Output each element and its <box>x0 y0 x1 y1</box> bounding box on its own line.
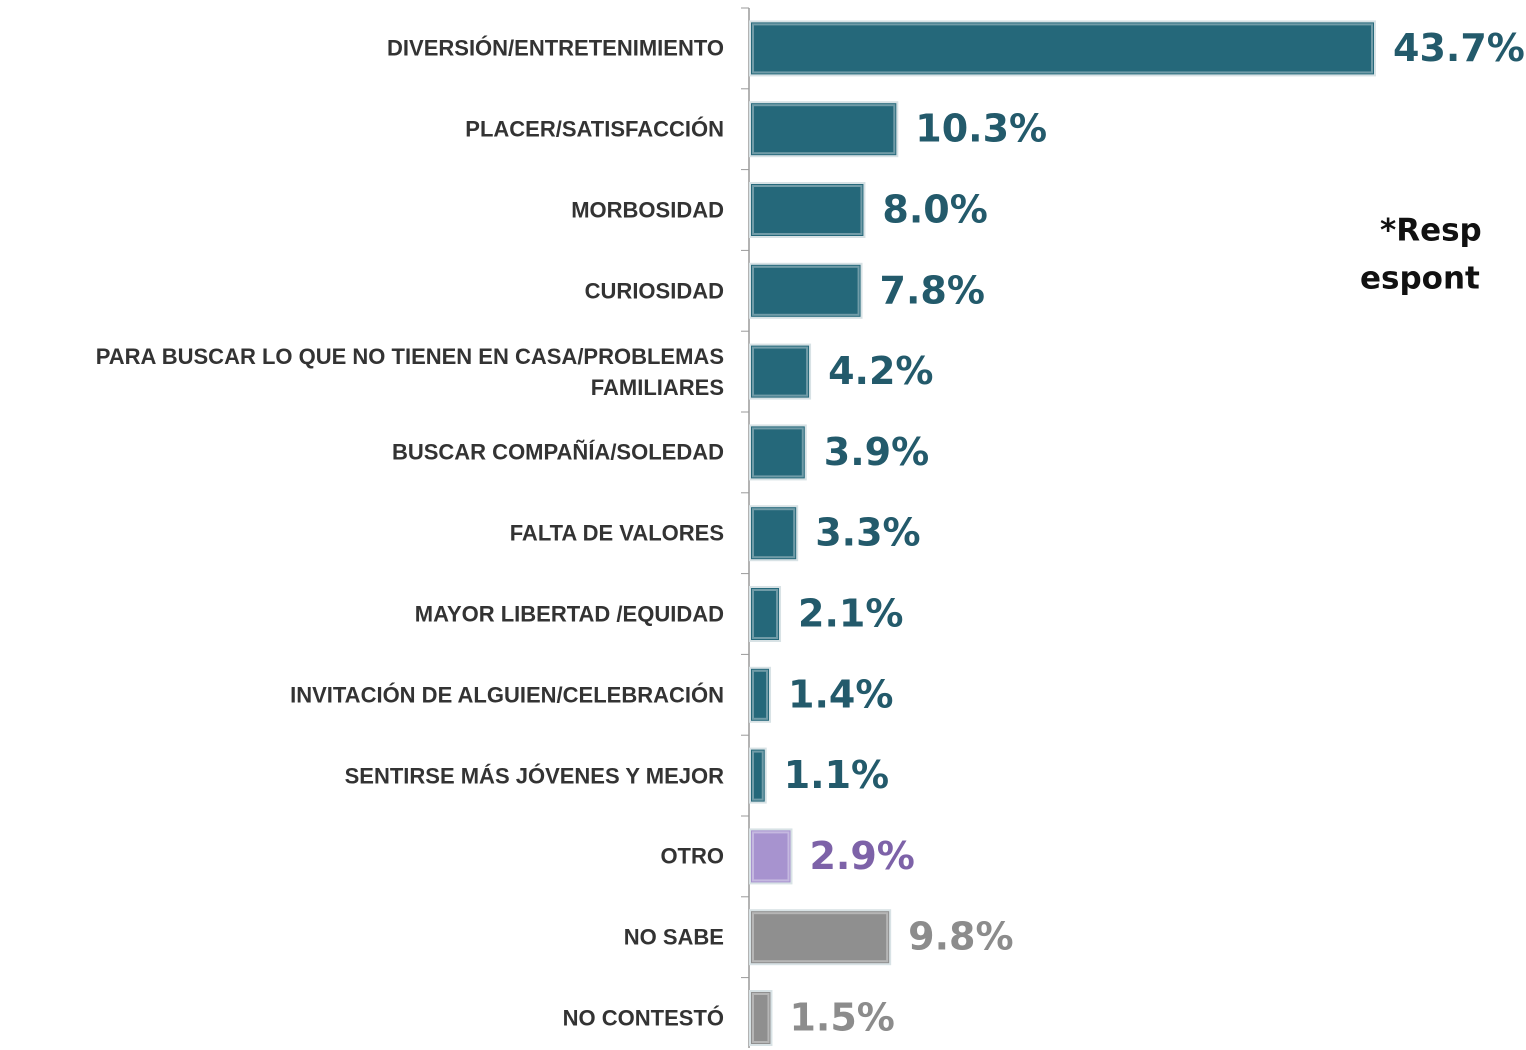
bar-bevel <box>752 104 896 155</box>
category-label: MAYOR LIBERTAD /EQUIDAD <box>414 601 724 627</box>
value-label: 1.4% <box>788 672 893 716</box>
bar <box>749 424 807 481</box>
category-label: NO SABE <box>623 924 724 950</box>
category-label: MORBOSIDAD <box>571 197 724 223</box>
bar-bevel <box>752 427 804 478</box>
category-label: SENTIRSE MÁS JÓVENES Y MEJOR <box>344 763 724 789</box>
value-label: 1.5% <box>789 996 894 1040</box>
category-label: BUSCAR COMPAÑÍA/SOLEDAD <box>391 439 724 465</box>
bar-bevel <box>752 346 809 397</box>
value-label: 2.1% <box>798 592 903 636</box>
category-label: INVITACIÓN DE ALGUIEN/CELEBRACIÓN <box>290 682 724 708</box>
bar-bevel <box>752 589 779 639</box>
bar-bevel <box>752 669 769 720</box>
bar <box>749 262 863 319</box>
value-label: 4.2% <box>828 349 933 393</box>
category-label: NO CONTESTÓ <box>562 1005 724 1031</box>
bar-bevel <box>752 265 860 316</box>
value-label: 1.1% <box>784 753 889 797</box>
bar <box>749 101 899 158</box>
value-label: 3.9% <box>824 430 929 474</box>
bar-bevel <box>752 993 770 1043</box>
bar <box>749 747 767 804</box>
annotation: *Resp <box>1380 213 1482 249</box>
value-label: 9.8% <box>908 915 1013 959</box>
bar <box>749 20 1376 77</box>
bar <box>749 828 793 885</box>
category-label: OTRO <box>660 843 724 869</box>
annotation: espont <box>1360 261 1480 297</box>
bar <box>749 343 812 400</box>
value-label: 8.0% <box>882 188 987 232</box>
bar <box>749 505 799 562</box>
category-label: PARA BUSCAR LO QUE NO TIENEN EN CASA/PRO… <box>95 343 724 400</box>
value-label: 3.3% <box>815 511 920 555</box>
bar-bevel <box>752 750 764 801</box>
category-label: CURIOSIDAD <box>584 278 724 304</box>
bar <box>749 666 772 723</box>
value-label: 7.8% <box>880 268 985 312</box>
category-label: FALTA DE VALORES <box>509 520 724 546</box>
value-label: 10.3% <box>915 107 1047 151</box>
bar <box>749 182 866 238</box>
bar-bevel <box>752 831 790 882</box>
category-label: DIVERSIÓN/ENTRETENIMIENTO <box>387 35 724 61</box>
value-label: 43.7% <box>1393 26 1525 70</box>
bar-bevel <box>752 23 1373 74</box>
value-label: 2.9% <box>809 834 914 878</box>
bar-bevel <box>752 912 889 963</box>
bar-bevel <box>752 185 863 235</box>
category-label: PLACER/SATISFACCIÓN <box>465 116 724 142</box>
bar <box>749 909 892 966</box>
bar-bevel <box>752 508 796 559</box>
bar <box>749 586 782 642</box>
bar <box>749 990 773 1046</box>
